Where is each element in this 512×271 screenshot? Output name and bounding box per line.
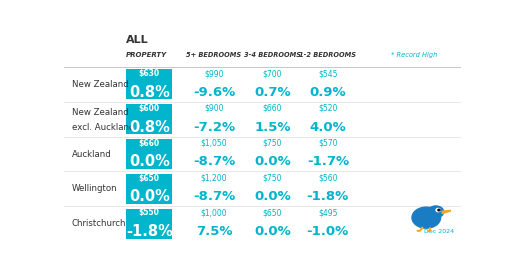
Text: excl. Auckland: excl. Auckland xyxy=(72,123,135,132)
FancyBboxPatch shape xyxy=(126,104,173,134)
Text: $990: $990 xyxy=(204,69,224,78)
Text: Wellington: Wellington xyxy=(72,185,118,193)
FancyBboxPatch shape xyxy=(126,209,173,239)
Text: 3-4 BEDROOMS: 3-4 BEDROOMS xyxy=(244,52,301,58)
Text: -1.8%: -1.8% xyxy=(126,224,173,239)
Text: 0.0%: 0.0% xyxy=(254,225,291,238)
Text: -1.7%: -1.7% xyxy=(307,156,349,169)
Text: 0.7%: 0.7% xyxy=(254,86,291,99)
Text: $1,000: $1,000 xyxy=(201,208,227,217)
Text: 0.0%: 0.0% xyxy=(254,190,291,203)
Text: $600: $600 xyxy=(139,104,160,113)
Text: Dec 2024: Dec 2024 xyxy=(424,229,454,234)
Text: Auckland: Auckland xyxy=(72,150,112,159)
Text: $650: $650 xyxy=(263,208,282,217)
Text: $660: $660 xyxy=(139,139,160,148)
Text: $495: $495 xyxy=(318,208,337,217)
Text: $545: $545 xyxy=(318,69,337,78)
Text: $660: $660 xyxy=(263,104,282,113)
Text: -9.6%: -9.6% xyxy=(193,86,235,99)
FancyBboxPatch shape xyxy=(126,139,173,169)
Text: PROPERTY: PROPERTY xyxy=(126,52,167,58)
Text: $900: $900 xyxy=(204,104,224,113)
Text: $520: $520 xyxy=(318,104,337,113)
Text: New Zealand: New Zealand xyxy=(72,108,129,117)
Text: 0.0%: 0.0% xyxy=(254,156,291,169)
Text: New Zealand: New Zealand xyxy=(72,80,129,89)
Text: $1,200: $1,200 xyxy=(201,173,227,183)
Text: -7.2%: -7.2% xyxy=(193,121,235,134)
Text: 0.9%: 0.9% xyxy=(310,86,346,99)
Text: 5+ BEDROOMS: 5+ BEDROOMS xyxy=(186,52,242,58)
Text: $560: $560 xyxy=(318,173,337,183)
Text: -8.7%: -8.7% xyxy=(193,156,235,169)
Text: $750: $750 xyxy=(263,173,282,183)
Text: -8.7%: -8.7% xyxy=(193,190,235,203)
Text: 1-2 BEDROOMS: 1-2 BEDROOMS xyxy=(300,52,356,58)
Text: $750: $750 xyxy=(263,139,282,148)
Text: 1.5%: 1.5% xyxy=(254,121,291,134)
FancyBboxPatch shape xyxy=(126,174,173,204)
Text: ALL: ALL xyxy=(126,36,149,46)
Text: $650: $650 xyxy=(139,173,160,183)
Text: 0.8%: 0.8% xyxy=(129,85,170,100)
Text: 0.8%: 0.8% xyxy=(129,120,170,135)
Text: 0.0%: 0.0% xyxy=(129,189,170,204)
FancyBboxPatch shape xyxy=(126,69,173,99)
Text: -1.0%: -1.0% xyxy=(307,225,349,238)
Text: Christchurch: Christchurch xyxy=(72,219,126,228)
Text: * Record High: * Record High xyxy=(391,52,438,58)
Text: 4.0%: 4.0% xyxy=(309,121,346,134)
Text: $570: $570 xyxy=(318,139,337,148)
Text: -1.8%: -1.8% xyxy=(307,190,349,203)
Text: $1,050: $1,050 xyxy=(201,139,227,148)
Text: $700: $700 xyxy=(263,69,282,78)
Text: 0.0%: 0.0% xyxy=(129,154,170,169)
Text: $550: $550 xyxy=(139,208,160,217)
Text: $630: $630 xyxy=(139,69,160,78)
Text: 7.5%: 7.5% xyxy=(196,225,232,238)
